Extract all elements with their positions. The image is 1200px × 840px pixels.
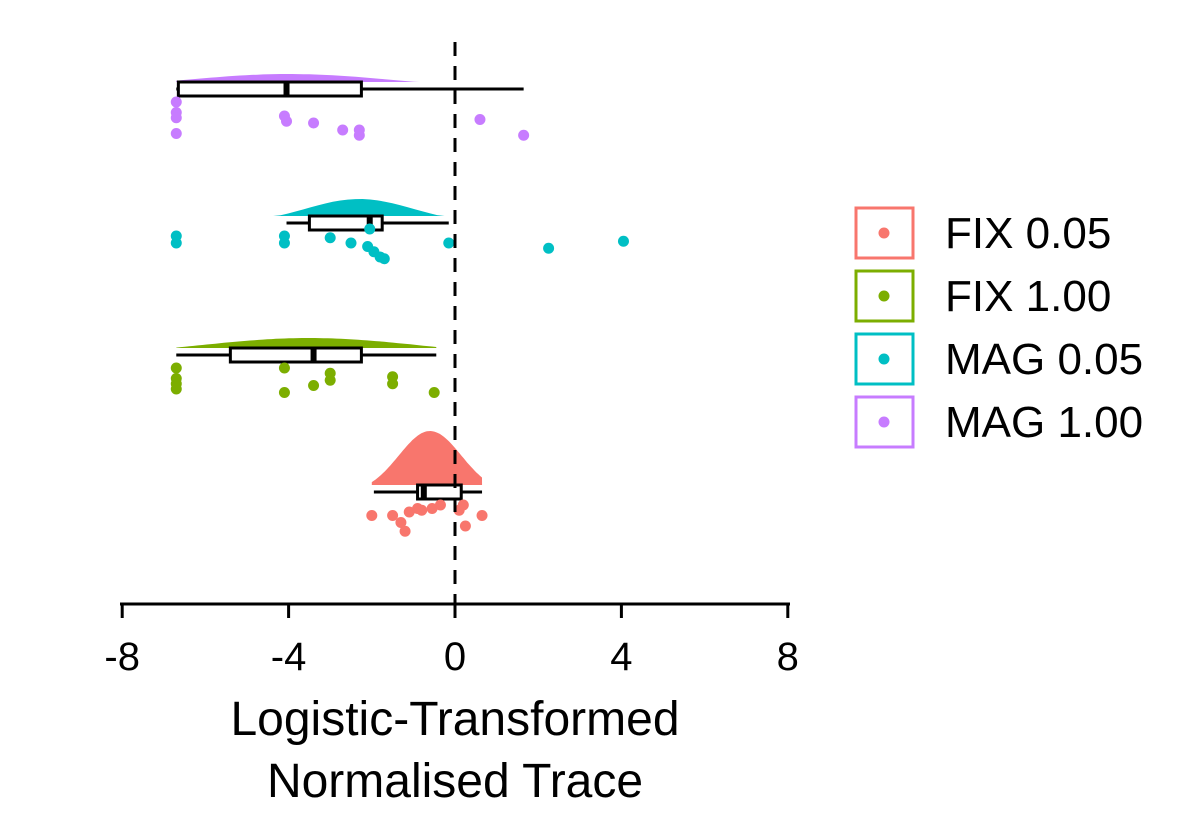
plot-area — [170, 42, 629, 604]
legend: FIX 0.05 FIX 1.00 MAG 0.05 MAG 1.00 — [854, 206, 1143, 449]
data-point — [434, 499, 446, 511]
data-point — [324, 374, 336, 386]
density-cloud — [371, 431, 483, 485]
x-tick-label: -4 — [271, 635, 307, 679]
data-point — [353, 129, 365, 141]
legend-label: FIX 1.00 — [945, 272, 1111, 321]
legend-item-fix-0-05: FIX 0.05 — [854, 206, 1111, 260]
legend-item-mag-0-05: MAG 0.05 — [854, 332, 1143, 386]
data-point — [387, 378, 399, 390]
legend-label: MAG 1.00 — [945, 398, 1143, 447]
data-point — [459, 520, 471, 532]
box-iqr — [176, 80, 363, 98]
data-point — [543, 242, 555, 254]
series-mag-1-00 — [170, 74, 530, 141]
data-point — [428, 387, 440, 398]
x-axis-ticks: -8 -4 0 4 8 — [104, 604, 799, 679]
data-point — [281, 115, 293, 127]
data-point — [278, 362, 290, 374]
data-point — [403, 506, 415, 518]
x-axis: -8 -4 0 4 8 Logistic-Transformed Normalised … — [104, 602, 799, 808]
legend-key-point — [878, 353, 890, 365]
x-axis-title-line-2: Normalised Trace — [267, 755, 643, 808]
series-fix-0-05 — [366, 431, 488, 537]
data-point — [399, 525, 411, 537]
data-point — [518, 129, 530, 141]
data-point — [387, 510, 399, 521]
data-point — [426, 503, 438, 514]
data-point — [170, 96, 182, 108]
density-cloud — [176, 74, 524, 82]
box-iqr — [228, 346, 363, 364]
x-tick-label: 4 — [610, 635, 632, 679]
data-point — [364, 223, 376, 235]
legend-item-fix-1-00: FIX 1.00 — [854, 269, 1111, 323]
legend-key-point — [878, 227, 890, 239]
x-tick-label: 0 — [444, 635, 466, 679]
data-point — [170, 237, 182, 249]
legend-item-mag-1-00: MAG 1.00 — [854, 395, 1143, 449]
x-tick-label: -8 — [104, 635, 140, 679]
data-point — [617, 235, 629, 247]
data-point — [457, 499, 469, 511]
data-point — [170, 112, 182, 124]
x-axis-title-line-1: Logistic-Transformed — [230, 693, 679, 746]
data-point — [324, 232, 336, 244]
series-mag-0-05 — [170, 199, 629, 265]
data-point — [170, 362, 182, 374]
data-point — [476, 510, 488, 521]
series-fix-1-00 — [170, 338, 440, 398]
data-point — [345, 237, 357, 249]
data-point — [278, 237, 290, 249]
density-cloud — [176, 199, 624, 216]
data-point — [366, 510, 378, 521]
data-point — [170, 383, 182, 395]
legend-key-point — [878, 416, 890, 428]
box-iqr — [307, 214, 384, 232]
data-point — [474, 114, 486, 125]
data-point — [337, 124, 349, 136]
legend-key — [854, 395, 915, 449]
data-point — [170, 128, 182, 139]
data-point — [395, 517, 407, 528]
legend-label: FIX 0.05 — [945, 209, 1111, 258]
data-point — [378, 253, 390, 265]
x-tick-label: 8 — [777, 635, 799, 679]
data-point — [308, 117, 320, 129]
data-point — [443, 237, 455, 249]
box-iqr — [416, 483, 463, 501]
legend-label: MAG 0.05 — [945, 335, 1143, 384]
legend-key-point — [878, 290, 890, 302]
data-point — [278, 387, 290, 398]
data-point — [416, 504, 428, 516]
data-point — [308, 380, 320, 391]
density-cloud — [176, 338, 437, 348]
